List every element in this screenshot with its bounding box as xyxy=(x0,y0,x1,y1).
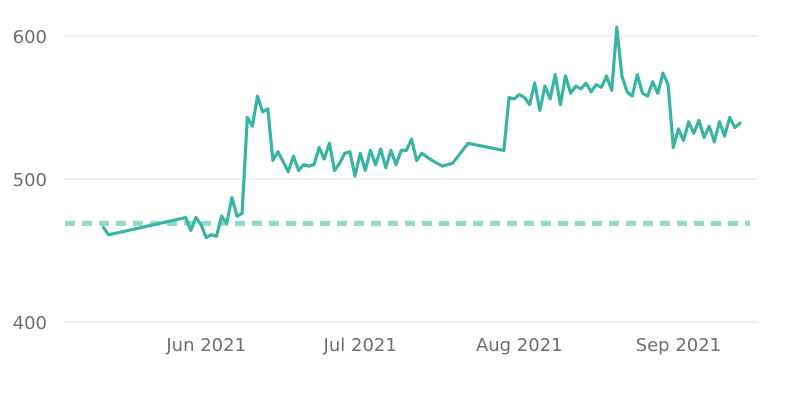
y-tick-label: 500 xyxy=(13,170,47,191)
x-axis-ticks: Jun 2021 Jul 2021 Aug 2021 Sep 2021 xyxy=(165,335,721,356)
y-tick-label: 400 xyxy=(13,313,47,334)
x-tick-label: Jul 2021 xyxy=(323,335,397,356)
series-line-0 xyxy=(101,25,742,240)
x-tick-label: Jun 2021 xyxy=(165,335,246,356)
grid-lines xyxy=(65,35,758,323)
y-tick-label: 600 xyxy=(13,27,47,48)
x-tick-label: Aug 2021 xyxy=(476,335,563,356)
x-tick-label: Sep 2021 xyxy=(636,335,721,356)
series-layer xyxy=(101,25,742,240)
y-axis-ticks: 400 500 600 xyxy=(13,27,47,334)
